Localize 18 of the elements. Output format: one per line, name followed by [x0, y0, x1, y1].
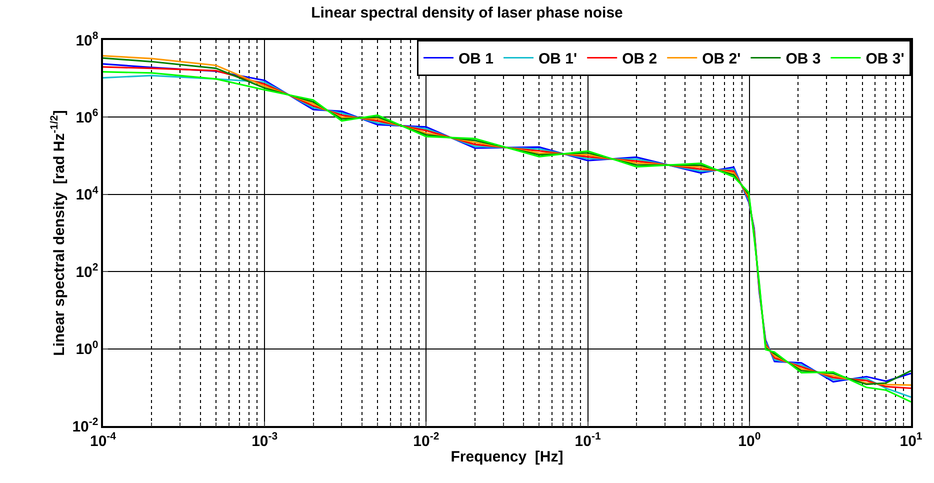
legend-label: OB 2: [622, 50, 658, 68]
y-tick-label: 10$^{2}$: [76, 262, 98, 281]
legend-label: OB 2': [702, 50, 741, 68]
y-tick-label: 10$^{8}$: [76, 30, 98, 50]
chart-title: Linear spectral density of laser phase noise: [311, 4, 623, 22]
x-axis-title: Frequency [Hz]: [450, 448, 564, 466]
y-tick-label: 10$^{4}$: [76, 184, 98, 204]
x-tick-label: 10$^{-1}$: [574, 430, 601, 450]
y-tick-label: 10$^{6}$: [76, 107, 98, 126]
x-tick-label: 10$^{1}$: [900, 430, 922, 450]
legend-label: OB 1': [538, 50, 578, 68]
legend-label: OB 3: [786, 50, 821, 68]
legend-label: OB 3': [866, 50, 904, 68]
x-tick-label: 10$^{-3}$: [252, 430, 278, 450]
y-tick-label: 10$^{0}$: [76, 338, 98, 358]
legend-label: OB 1: [458, 50, 494, 68]
x-tick-label: 10$^{0}$: [738, 430, 761, 450]
x-tick-label: 10$^{-2}$: [413, 430, 440, 450]
